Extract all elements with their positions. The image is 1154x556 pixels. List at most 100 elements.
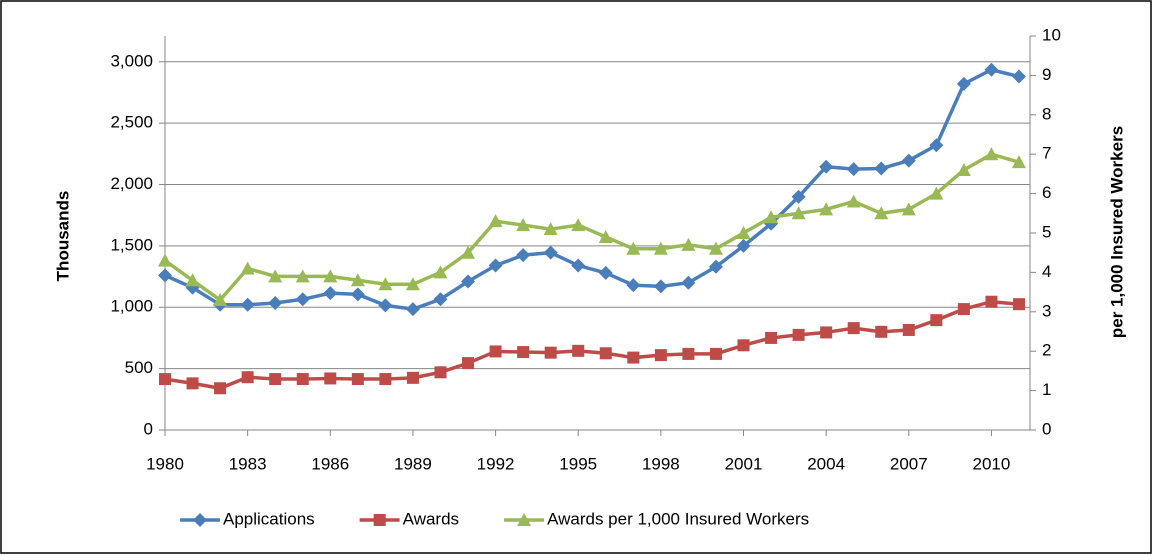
point [846,194,861,208]
y2-tick-label: 3 [1042,301,1051,320]
point [240,297,255,312]
point [736,226,751,239]
x-tick-label: 1980 [146,454,184,473]
x-tick-label: 1986 [311,454,349,473]
point [956,162,971,176]
point [791,189,806,204]
point [874,161,889,176]
y2-tick-label: 4 [1042,262,1051,281]
point [516,218,531,232]
point [1011,69,1026,84]
point [708,241,723,255]
y2-tick-label: 8 [1042,104,1051,123]
y-tick-label: 3,000 [110,51,153,70]
point [571,218,586,232]
point [517,346,530,359]
point [819,159,834,174]
point [489,345,502,358]
point [626,278,641,293]
point [874,206,889,220]
x-tick-label: 2007 [890,454,928,473]
y2-tick-label: 1 [1042,380,1051,399]
point [765,331,778,344]
point [902,323,915,336]
point [405,302,420,317]
point [323,269,338,283]
point [193,513,207,527]
point [213,292,228,306]
point [791,206,806,220]
point [653,279,668,294]
y2-tick-label: 7 [1042,144,1051,163]
y-tick-label: 500 [125,358,153,377]
y-tick-label: 1,500 [110,235,153,254]
y2-axis-title: per 1,000 Insured Workers [1107,126,1126,338]
point [406,371,419,384]
x-tick-label: 1995 [559,454,597,473]
y2-tick-label: 0 [1042,419,1051,438]
point [792,328,805,341]
point [598,265,613,280]
point [516,248,531,263]
point [598,229,613,243]
y-axis-title: Thousands [53,191,72,282]
point [846,162,861,177]
point [462,357,475,370]
point [682,347,695,360]
point [543,222,558,236]
point [186,377,199,390]
point [599,347,612,360]
point [269,373,282,386]
y2-tick-label: 5 [1042,222,1051,241]
point [681,237,696,251]
point [764,210,779,224]
point [544,346,557,359]
y2-tick-label: 9 [1042,65,1051,84]
x-tick-label: 1998 [642,454,680,473]
x-tick-label: 2004 [807,454,845,473]
point [296,373,309,386]
point [240,261,255,275]
point [350,287,365,302]
y-tick-label: 2,000 [110,174,153,193]
point [930,314,943,327]
legend-label: Awards per 1,000 Insured Workers [547,509,809,528]
point [433,265,448,279]
point [488,258,503,273]
point [571,258,586,273]
point [1011,155,1026,169]
point [378,277,393,291]
x-tick-label: 1989 [394,454,432,473]
point [433,292,448,307]
point [461,274,476,289]
y2-tick-label: 6 [1042,183,1051,202]
x-tick-label: 1983 [229,454,267,473]
y-tick-label: 0 [144,419,153,438]
point [627,351,640,364]
y-tick-label: 1,000 [110,297,153,316]
y2-tick-label: 2 [1042,341,1051,360]
point [820,326,833,339]
point [654,349,667,362]
point [268,295,283,310]
point [214,382,227,395]
x-tick-label: 1992 [477,454,515,473]
point [901,153,916,168]
point [985,295,998,308]
x-tick-label: 2010 [973,454,1011,473]
legend-label: Applications [223,509,315,528]
point [158,253,172,267]
point [819,202,834,216]
point [405,277,420,291]
point [847,322,860,335]
point [159,373,171,386]
point [324,372,337,385]
y2-tick-label: 10 [1042,25,1061,44]
point [929,138,944,153]
point [984,62,999,77]
point [295,269,310,283]
point [708,259,723,274]
point [572,344,585,357]
point [378,298,393,313]
